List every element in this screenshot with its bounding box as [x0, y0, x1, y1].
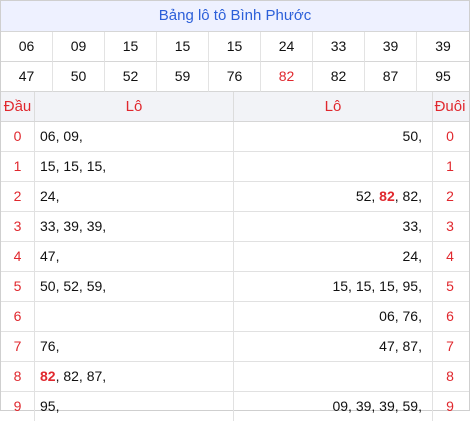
number-cell: 33	[313, 32, 365, 62]
duoi-digit: 2	[446, 188, 454, 204]
number-cell: 24	[261, 32, 313, 62]
dau-digit: 7	[1, 332, 35, 361]
number-cell: 87	[365, 62, 417, 92]
dau-digit: 4	[1, 242, 35, 271]
table-row: 1 15, 15, 15, 1	[1, 152, 469, 182]
number-cell: 82	[313, 62, 365, 92]
number-cell-highlighted: 82	[261, 62, 313, 92]
lo-right-cell: 06, 76,	[234, 302, 433, 331]
duoi-digit: 9	[446, 398, 454, 414]
dau-digit: 3	[1, 212, 35, 241]
table-row: 7 76, 47, 87, 7	[1, 332, 469, 362]
table-row: 2 24, 52, 82, 82, 2	[1, 182, 469, 212]
lo-right-cell: 24,	[234, 242, 433, 271]
duoi-digit: 3	[446, 218, 454, 234]
lo-left-cell: 47,	[35, 242, 234, 271]
table-row: 0 06, 09, 50, 0	[1, 122, 469, 152]
number-cell: 15	[105, 32, 157, 62]
table-row: 8 82, 82, 87, 8	[1, 362, 469, 392]
header-duoi: Đuôi	[434, 98, 466, 115]
table-body: 0 06, 09, 50, 0 1 15, 15, 15, 1 2 24, 52…	[1, 122, 469, 421]
table-row: 5 50, 52, 59, 15, 15, 15, 95, 5	[1, 272, 469, 302]
lo-right-cell	[234, 152, 433, 181]
header-dau: Đầu	[1, 92, 35, 121]
lo-value: , 82,	[394, 188, 422, 204]
table-row: 3 33, 39, 39, 33, 3	[1, 212, 469, 242]
dau-digit: 9	[1, 392, 35, 421]
table-row: 6 06, 76, 6	[1, 302, 469, 332]
dau-digit: 8	[1, 362, 35, 391]
lo-right-cell: 47, 87,	[234, 332, 433, 361]
duoi-digit: 6	[446, 308, 454, 324]
lo-left-cell: 33, 39, 39,	[35, 212, 234, 241]
number-cell: 95	[417, 62, 469, 92]
duoi-digit: 5	[446, 278, 454, 294]
dau-digit: 6	[1, 302, 35, 331]
number-cell: 09	[53, 32, 105, 62]
number-cell: 39	[417, 32, 469, 62]
lo-right-cell: 50,	[234, 122, 433, 151]
table-row: 9 95, 09, 39, 39, 59, 9	[1, 392, 469, 421]
duoi-digit: 8	[446, 368, 454, 384]
dau-digit: 0	[1, 122, 35, 151]
duoi-digit: 0	[446, 128, 454, 144]
number-cell: 15	[209, 32, 261, 62]
lo-left-cell: 15, 15, 15,	[35, 152, 234, 181]
header-lo-left: Lô	[35, 92, 234, 121]
number-cell: 15	[157, 32, 209, 62]
lo-value-highlighted: 82	[40, 368, 56, 384]
lo-value: 52,	[355, 188, 380, 204]
number-cell: 39	[365, 32, 417, 62]
number-cell: 52	[105, 62, 157, 92]
table-row: 4 47, 24, 4	[1, 242, 469, 272]
number-cell: 50	[53, 62, 105, 92]
table-header: Đầu Lô Lô Đuôi	[1, 92, 469, 122]
number-cell: 47	[1, 62, 53, 92]
number-grid: 06 09 15 15 15 24 33 39 39 47 50 52 59 7…	[1, 32, 469, 92]
lo-value: , 82, 87,	[55, 368, 107, 384]
lo-left-cell: 95,	[35, 392, 234, 421]
duoi-digit: 1	[446, 158, 454, 174]
lo-value-highlighted: 82	[379, 188, 395, 204]
lo-left-cell	[35, 302, 234, 331]
lo-right-cell: 09, 39, 39, 59,	[234, 392, 433, 421]
table-title: Bảng lô tô Bình Phước	[1, 1, 469, 32]
duoi-digit: 4	[446, 248, 454, 264]
lo-left-cell: 50, 52, 59,	[35, 272, 234, 301]
number-cell: 59	[157, 62, 209, 92]
dau-digit: 5	[1, 272, 35, 301]
dau-digit: 2	[1, 182, 35, 211]
lo-left-cell: 06, 09,	[35, 122, 234, 151]
lo-left-cell: 76,	[35, 332, 234, 361]
header-lo-right: Lô	[234, 92, 433, 121]
lo-right-cell	[234, 362, 433, 391]
lo-left-cell: 82, 82, 87,	[35, 362, 234, 391]
number-cell: 06	[1, 32, 53, 62]
lo-right-cell: 33,	[234, 212, 433, 241]
lo-right-cell: 15, 15, 15, 95,	[234, 272, 433, 301]
number-cell: 76	[209, 62, 261, 92]
duoi-digit: 7	[446, 338, 454, 354]
dau-digit: 1	[1, 152, 35, 181]
lo-left-cell: 24,	[35, 182, 234, 211]
lo-right-cell: 52, 82, 82,	[234, 182, 433, 211]
